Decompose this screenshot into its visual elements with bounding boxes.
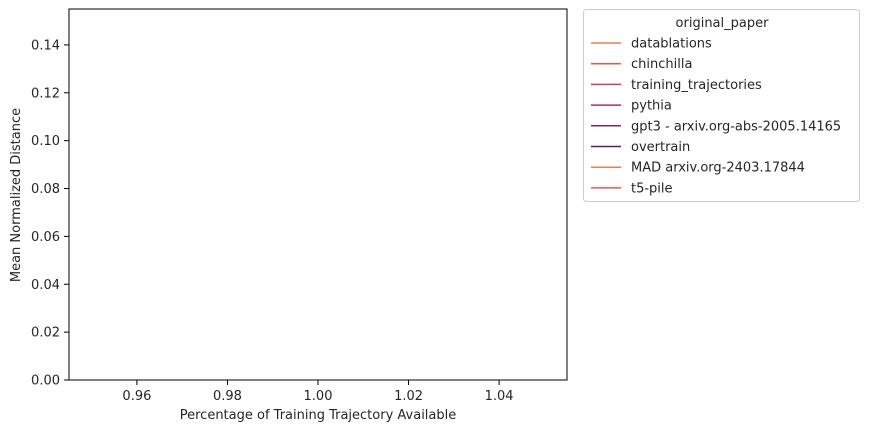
x-tick-label: 0.98 — [213, 389, 242, 404]
legend-entry-label: overtrain — [631, 140, 690, 155]
x-tick-label: 0.96 — [122, 389, 151, 404]
plot-area — [68, 8, 568, 381]
y-axis-ticks: 0.00 0.02 0.04 0.06 0.08 0.10 0.12 0.14 — [31, 38, 69, 389]
y-axis-label: Mean Normalized Distance — [9, 108, 24, 282]
y-tick-label: 0.04 — [31, 278, 60, 293]
legend-title: original_paper — [676, 16, 770, 31]
y-tick-label: 0.06 — [31, 230, 60, 245]
legend-entry-label: chinchilla — [631, 57, 692, 72]
x-axis-ticks: 0.96 0.98 1.00 1.02 1.04 — [122, 380, 514, 404]
legend-entry-label: datablations — [631, 37, 712, 52]
y-tick-label: 0.14 — [31, 38, 60, 53]
x-tick-label: 1.00 — [304, 389, 333, 404]
legend-entry-label: pythia — [631, 99, 672, 114]
legend-entry-label: training_trajectories — [631, 78, 762, 93]
legend-entry-label: gpt3 - arxiv.org-abs-2005.14165 — [631, 119, 841, 134]
x-tick-label: 1.04 — [485, 389, 514, 404]
y-tick-label: 0.10 — [31, 134, 60, 149]
y-tick-label: 0.02 — [31, 326, 60, 341]
x-axis-label: Percentage of Training Trajectory Availa… — [180, 408, 457, 423]
y-tick-label: 0.12 — [31, 86, 60, 101]
legend: original_paper datablations chinchilla tra… — [583, 9, 860, 202]
legend-frame — [583, 9, 860, 202]
x-tick-label: 1.02 — [394, 389, 423, 404]
legend-entries: datablations chinchilla training_trajector… — [591, 37, 841, 196]
legend-entry-label: MAD arxiv.org-2403.17844 — [631, 161, 805, 176]
legend-entry-label: t5-pile — [631, 181, 673, 196]
y-tick-label: 0.00 — [31, 374, 60, 389]
y-tick-label: 0.08 — [31, 182, 60, 197]
